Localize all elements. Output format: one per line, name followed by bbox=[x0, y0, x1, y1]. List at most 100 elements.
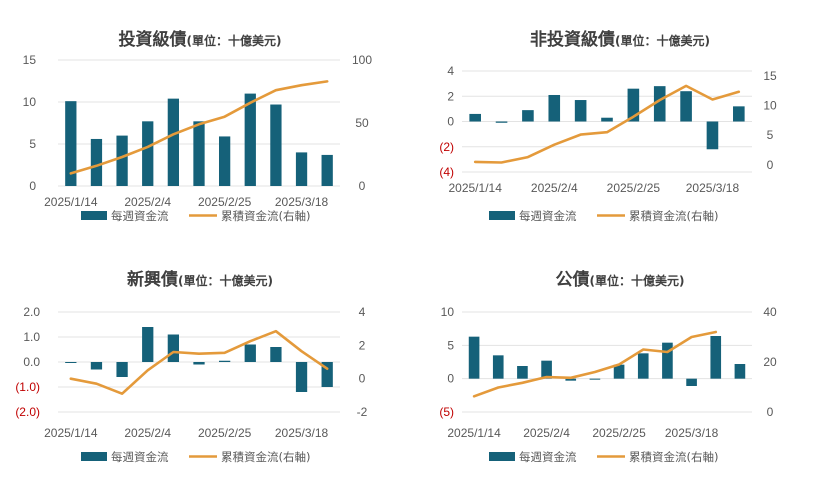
chart-title-main: 投資級債 bbox=[119, 29, 187, 50]
y-right-tick-label: 40 bbox=[763, 305, 777, 319]
legend-line-label: 累積資金流(右軸) bbox=[629, 209, 718, 223]
bar-weekly-flow bbox=[142, 121, 154, 186]
y-left-tick-label: 4 bbox=[447, 64, 454, 78]
chart-title-main: 非投資級債 bbox=[530, 29, 615, 50]
y-left-tick-label: 0.0 bbox=[23, 355, 40, 369]
y-right-tick-label: 0 bbox=[359, 179, 366, 193]
legend-bar-swatch bbox=[81, 211, 107, 220]
bar-weekly-flow bbox=[574, 100, 587, 122]
x-tick-label: 2025/3/18 bbox=[275, 195, 329, 209]
y-left-tick-label: 5 bbox=[447, 338, 454, 352]
bar-weekly-flow bbox=[710, 336, 722, 379]
chart-title-unit: (單位：十億美元) bbox=[187, 33, 282, 48]
y-right-tick-label: 15 bbox=[763, 69, 777, 83]
bar-weekly-flow bbox=[627, 88, 640, 122]
legend-line-label: 累積資金流(右軸) bbox=[221, 209, 310, 223]
y-right-tick-label: 50 bbox=[355, 116, 369, 130]
bar-weekly-flow bbox=[295, 152, 308, 186]
bar-weekly-flow bbox=[65, 101, 77, 186]
y-left-tick-label: 10 bbox=[23, 95, 37, 109]
bar-weekly-flow bbox=[548, 94, 561, 122]
line-cumulative-flow bbox=[69, 80, 329, 175]
bar-weekly-flow bbox=[270, 347, 282, 362]
y-right-tick-label: 100 bbox=[352, 53, 372, 67]
bar-weekly-flow bbox=[706, 121, 719, 150]
chart-title: 非投資級債(單位：十億美元) bbox=[530, 29, 710, 50]
chart-government-bonds: 公債(單位：十億美元) (5) 0 5 10 0 20 40 2025/1/14 2025/2/4… bbox=[439, 269, 777, 464]
line-cumulative-flow bbox=[473, 84, 741, 164]
y-left-tick-label: 0 bbox=[29, 179, 36, 193]
x-tick-label: 2025/2/25 bbox=[198, 195, 252, 209]
bar-weekly-flow bbox=[522, 110, 534, 122]
bar-weekly-flow bbox=[468, 336, 480, 379]
legend-bar-label: 每週資金流 bbox=[519, 209, 577, 223]
chart-title-main: 新興債 bbox=[127, 269, 178, 290]
line-cumulative-flow bbox=[69, 329, 329, 396]
y-right-tick-label: 10 bbox=[763, 98, 777, 112]
y-right-tick-label: 0 bbox=[767, 405, 774, 419]
chart-emerging-markets: 新興債(單位：十億美元) (2.0) (1.0) 0.0 1.0 2.0 -2 0 2 4 2025… bbox=[15, 269, 367, 464]
bar-weekly-flow bbox=[116, 362, 128, 377]
y-left-tick-label: 15 bbox=[23, 53, 37, 67]
bar-weekly-flow bbox=[244, 93, 256, 186]
bar-weekly-flow bbox=[218, 136, 231, 186]
x-tick-label: 2025/1/14 bbox=[44, 426, 98, 440]
x-tick-label: 2025/1/14 bbox=[448, 181, 502, 195]
x-tick-label: 2025/1/14 bbox=[44, 195, 98, 209]
y-right-tick-label: 2 bbox=[359, 338, 366, 352]
bar-weekly-flow bbox=[193, 362, 205, 365]
legend-bar-label: 每週資金流 bbox=[519, 450, 577, 464]
x-tick-label: 2025/1/14 bbox=[447, 426, 501, 440]
bar-weekly-flow bbox=[142, 327, 154, 362]
x-tick-label: 2025/2/4 bbox=[531, 181, 578, 195]
y-left-tick-label: (2) bbox=[439, 140, 454, 154]
x-tick-label: 2025/2/4 bbox=[124, 426, 171, 440]
bar-weekly-flow bbox=[193, 121, 205, 186]
y-right-tick-label: -2 bbox=[357, 405, 368, 419]
bar-weekly-flow bbox=[686, 378, 697, 386]
x-tick-label: 2025/3/18 bbox=[275, 426, 329, 440]
chart-title-unit: (單位：十億美元) bbox=[590, 273, 685, 288]
y-left-tick-label: 10 bbox=[441, 305, 455, 319]
bar-weekly-flow bbox=[167, 98, 180, 186]
line-cumulative-flow bbox=[472, 330, 718, 398]
chart-title-main: 公債 bbox=[556, 269, 590, 290]
bar-weekly-flow bbox=[541, 360, 552, 379]
y-right-tick-label: 5 bbox=[767, 128, 774, 142]
x-tick-label: 2025/2/25 bbox=[592, 426, 646, 440]
bar-weekly-flow bbox=[270, 104, 282, 186]
x-tick-label: 2025/2/4 bbox=[523, 426, 570, 440]
bar-weekly-flow bbox=[65, 362, 77, 363]
bar-weekly-flow bbox=[321, 362, 333, 387]
y-left-tick-label: 2 bbox=[447, 89, 454, 103]
bar-weekly-flow bbox=[653, 86, 666, 122]
chart-title: 公債(單位：十億美元) bbox=[556, 269, 685, 290]
chart-title-unit: (單位：十億美元) bbox=[178, 273, 273, 288]
bar-weekly-flow bbox=[90, 138, 103, 186]
y-left-tick-label: (5) bbox=[439, 405, 454, 419]
y-left-tick-label: (4) bbox=[439, 165, 454, 179]
chart-title-unit: (單位：十億美元) bbox=[615, 33, 710, 48]
bar-weekly-flow bbox=[218, 360, 231, 362]
y-right-tick-label: 0 bbox=[767, 158, 774, 172]
bar-weekly-flow bbox=[167, 334, 180, 362]
bar-weekly-flow bbox=[244, 344, 256, 362]
legend-bar-swatch bbox=[81, 452, 107, 461]
bar-weekly-flow bbox=[492, 355, 504, 379]
y-left-tick-label: (2.0) bbox=[15, 405, 40, 419]
x-tick-label: 2025/2/4 bbox=[124, 195, 171, 209]
bar-weekly-flow bbox=[662, 342, 673, 379]
bar-weekly-flow bbox=[321, 154, 333, 186]
bar-weekly-flow bbox=[469, 113, 481, 122]
bar-weekly-flow bbox=[613, 364, 625, 379]
x-tick-label: 2025/2/25 bbox=[198, 426, 252, 440]
legend-line-label: 累積資金流(右軸) bbox=[221, 450, 310, 464]
bar-weekly-flow bbox=[680, 91, 692, 122]
chart-high-yield: 非投資級債(單位：十億美元) (4) (2) 0 2 4 0 5 10 15 2025/1/14 20… bbox=[439, 29, 777, 223]
bar-weekly-flow bbox=[637, 353, 649, 379]
x-tick-label: 2025/3/18 bbox=[686, 181, 740, 195]
bar-weekly-flow bbox=[733, 106, 745, 122]
legend-line-label: 累積資金流(右軸) bbox=[629, 450, 718, 464]
